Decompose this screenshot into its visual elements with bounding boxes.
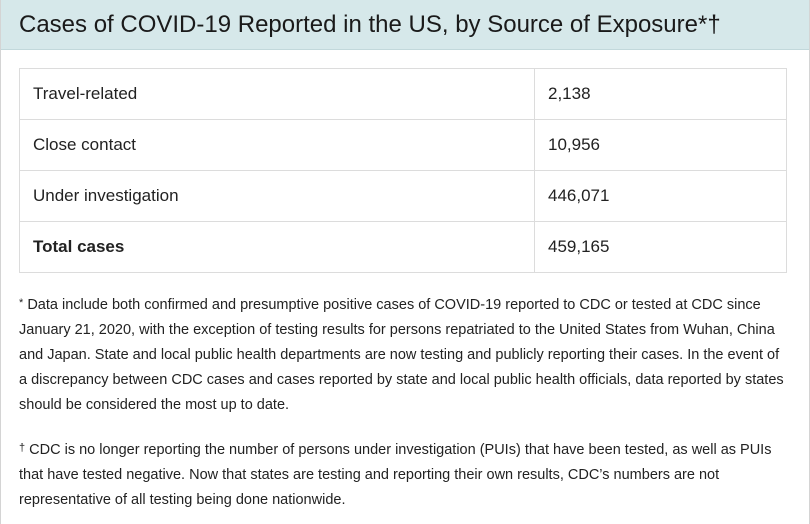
row-label: Under investigation xyxy=(19,170,535,222)
total-value: 459,165 xyxy=(534,221,787,273)
row-label: Close contact xyxy=(19,119,535,171)
footnote-asterisk: * Data include both confirmed and presum… xyxy=(19,293,791,418)
footnote-dagger: † CDC is no longer reporting the number … xyxy=(19,438,791,513)
footnote-mark: † xyxy=(19,442,26,454)
row-value: 10,956 xyxy=(534,119,787,171)
content: Travel-related 2,138 Close contact 10,95… xyxy=(1,50,809,513)
row-value: 2,138 xyxy=(534,68,787,120)
row-label: Travel-related xyxy=(19,68,535,120)
table-row-close-contact: Close contact 10,956 xyxy=(19,119,787,171)
table-title: Cases of COVID-19 Reported in the US, by… xyxy=(19,10,721,38)
total-label: Total cases xyxy=(19,221,535,273)
footnote-mark: * xyxy=(19,297,24,309)
table-row-total: Total cases 459,165 xyxy=(19,221,787,273)
row-value: 446,071 xyxy=(534,170,787,222)
table-header-bar: Cases of COVID-19 Reported in the US, by… xyxy=(1,0,809,50)
footnote-text: CDC is no longer reporting the number of… xyxy=(19,442,772,508)
cases-table: Travel-related 2,138 Close contact 10,95… xyxy=(19,68,787,273)
footnote-text: Data include both confirmed and presumpt… xyxy=(19,297,784,413)
table-row-travel-related: Travel-related 2,138 xyxy=(19,68,787,120)
table-row-under-investigation: Under investigation 446,071 xyxy=(19,170,787,222)
